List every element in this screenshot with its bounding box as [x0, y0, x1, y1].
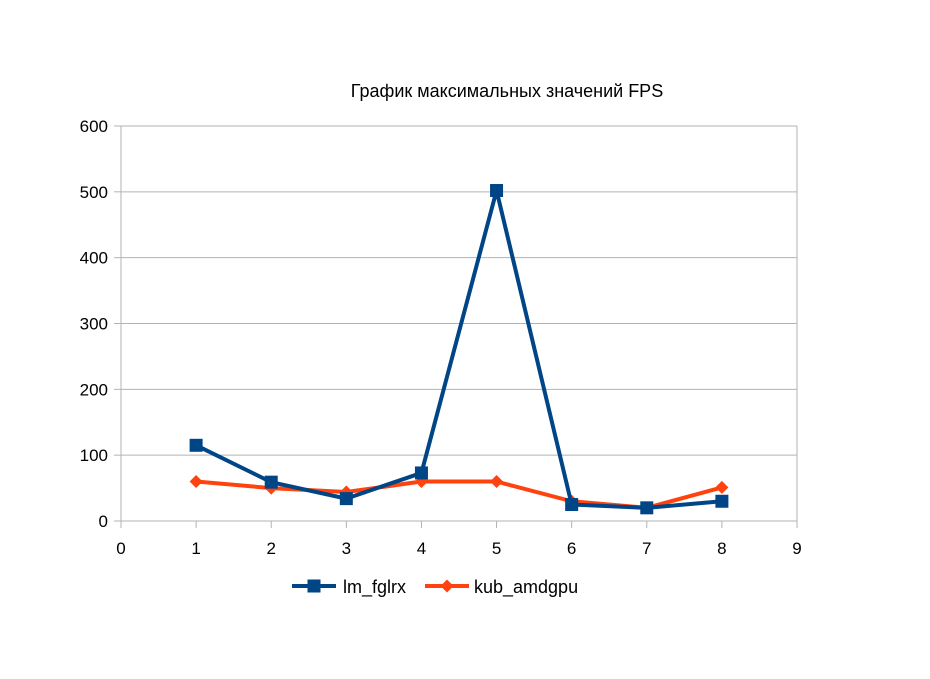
y-tick-label: 500	[80, 183, 108, 202]
x-tick-label: 0	[116, 539, 125, 558]
legend-label: kub_amdgpu	[474, 577, 578, 598]
legend: lm_fglrx kub_amdgpu	[292, 577, 578, 598]
data-point-kub_amdgpu	[715, 480, 729, 494]
x-tick-label: 2	[266, 539, 275, 558]
series-line-lm_fglrx	[195, 188, 723, 510]
x-tick-label: 6	[567, 539, 576, 558]
x-tick-labels: 0 1 2 3 4 5 6 7 8 9	[116, 539, 801, 558]
data-point-kub_amdgpu	[490, 475, 504, 488]
y-tick-label: 200	[80, 380, 108, 399]
chart-title: График максимальных значений FPS	[351, 81, 663, 101]
data-point-lm_fglrx	[264, 475, 278, 489]
data-point-lm_fglrx	[565, 498, 579, 512]
legend-marker	[307, 579, 321, 593]
data-point-lm_fglrx	[339, 492, 353, 506]
y-tick-label: 300	[80, 315, 108, 334]
x-tick-label: 3	[342, 539, 351, 558]
y-tick-labels: 0 100 200 300 400 500 600	[80, 117, 108, 531]
legend-item-kub_amdgpu: kub_amdgpu	[425, 577, 578, 598]
x-tick-label: 4	[417, 539, 426, 558]
gridlines	[121, 125, 797, 456]
y-tick-label: 600	[80, 117, 108, 136]
x-tick-label: 1	[191, 539, 200, 558]
data-point-lm_fglrx	[715, 494, 729, 508]
series-lm_fglrx	[189, 184, 729, 515]
x-tick-label: 5	[492, 539, 501, 558]
legend-label: lm_fglrx	[343, 577, 406, 598]
data-point-lm_fglrx	[640, 501, 654, 515]
series-lines	[189, 184, 729, 515]
legend-item-lm_fglrx: lm_fglrx	[292, 577, 406, 598]
data-point-lm_fglrx	[189, 438, 203, 452]
y-tick-label: 100	[80, 446, 108, 465]
x-tick-label: 8	[717, 539, 726, 558]
x-tick-label: 7	[642, 539, 651, 558]
data-point-lm_fglrx	[490, 184, 504, 198]
y-tick-label: 400	[80, 249, 108, 268]
data-point-kub_amdgpu	[189, 475, 203, 488]
y-tick-label: 0	[99, 512, 108, 531]
data-point-lm_fglrx	[414, 466, 428, 480]
x-tick-label: 9	[792, 539, 801, 558]
axes	[114, 125, 798, 528]
legend-marker	[440, 579, 454, 593]
